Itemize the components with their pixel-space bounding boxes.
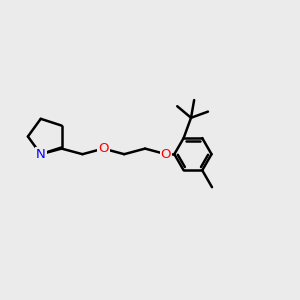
Text: O: O xyxy=(98,142,109,155)
Text: O: O xyxy=(161,148,171,161)
Text: N: N xyxy=(36,148,46,161)
